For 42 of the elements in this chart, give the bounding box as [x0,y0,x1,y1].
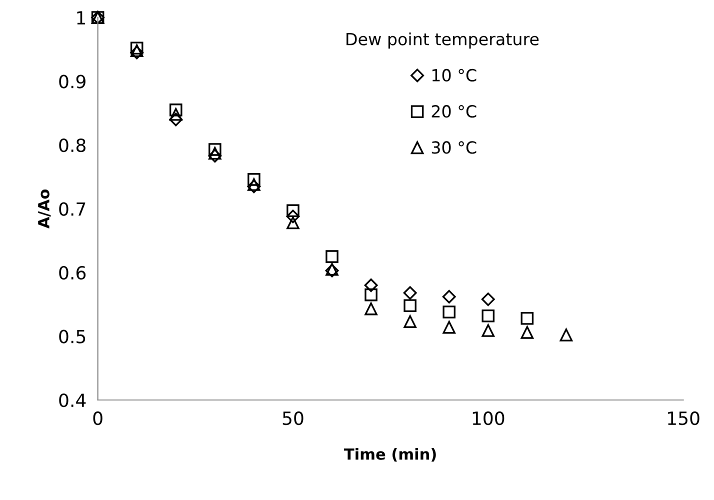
point [248,173,260,186]
y-axis-title: A/Ao [38,190,51,229]
point [364,288,378,302]
point [169,112,183,126]
legend-title: Dew point temperature [346,32,539,49]
y-tick-label: 0.7 [59,202,86,216]
point [481,292,495,306]
point [364,302,378,316]
point [169,108,182,121]
legend-label: 10 °C [432,68,476,82]
point [482,324,495,337]
point [560,328,573,342]
point [286,210,300,224]
x-axis-title: Time (min) [344,448,436,462]
point [208,143,222,156]
x-tick-label: 0 [93,411,102,426]
point [326,250,338,263]
y-tick-label: 0.6 [59,266,86,280]
point [130,42,144,54]
y-tick-label: 1 [77,11,86,24]
point [404,299,416,312]
point [482,309,495,322]
point [520,312,534,325]
x-tick-label: 100 [472,411,504,426]
point [520,326,534,339]
point [442,290,456,304]
point [403,286,417,300]
point [442,320,456,334]
y-tick-label: 0.9 [59,74,86,88]
x-tick-label: 50 [282,411,304,426]
y-tick-label: 0.4 [59,393,86,408]
point [286,204,300,218]
point [364,278,378,292]
point [286,216,300,230]
point [169,104,182,116]
y-tick-label: 0.8 [59,138,86,152]
y-tick-label: 0.5 [59,330,86,344]
point [404,315,416,328]
x-tick-label: 150 [668,411,700,426]
legend-label: 30 °C [432,141,476,154]
point [442,306,456,318]
legend-label: 20 °C [432,105,476,118]
